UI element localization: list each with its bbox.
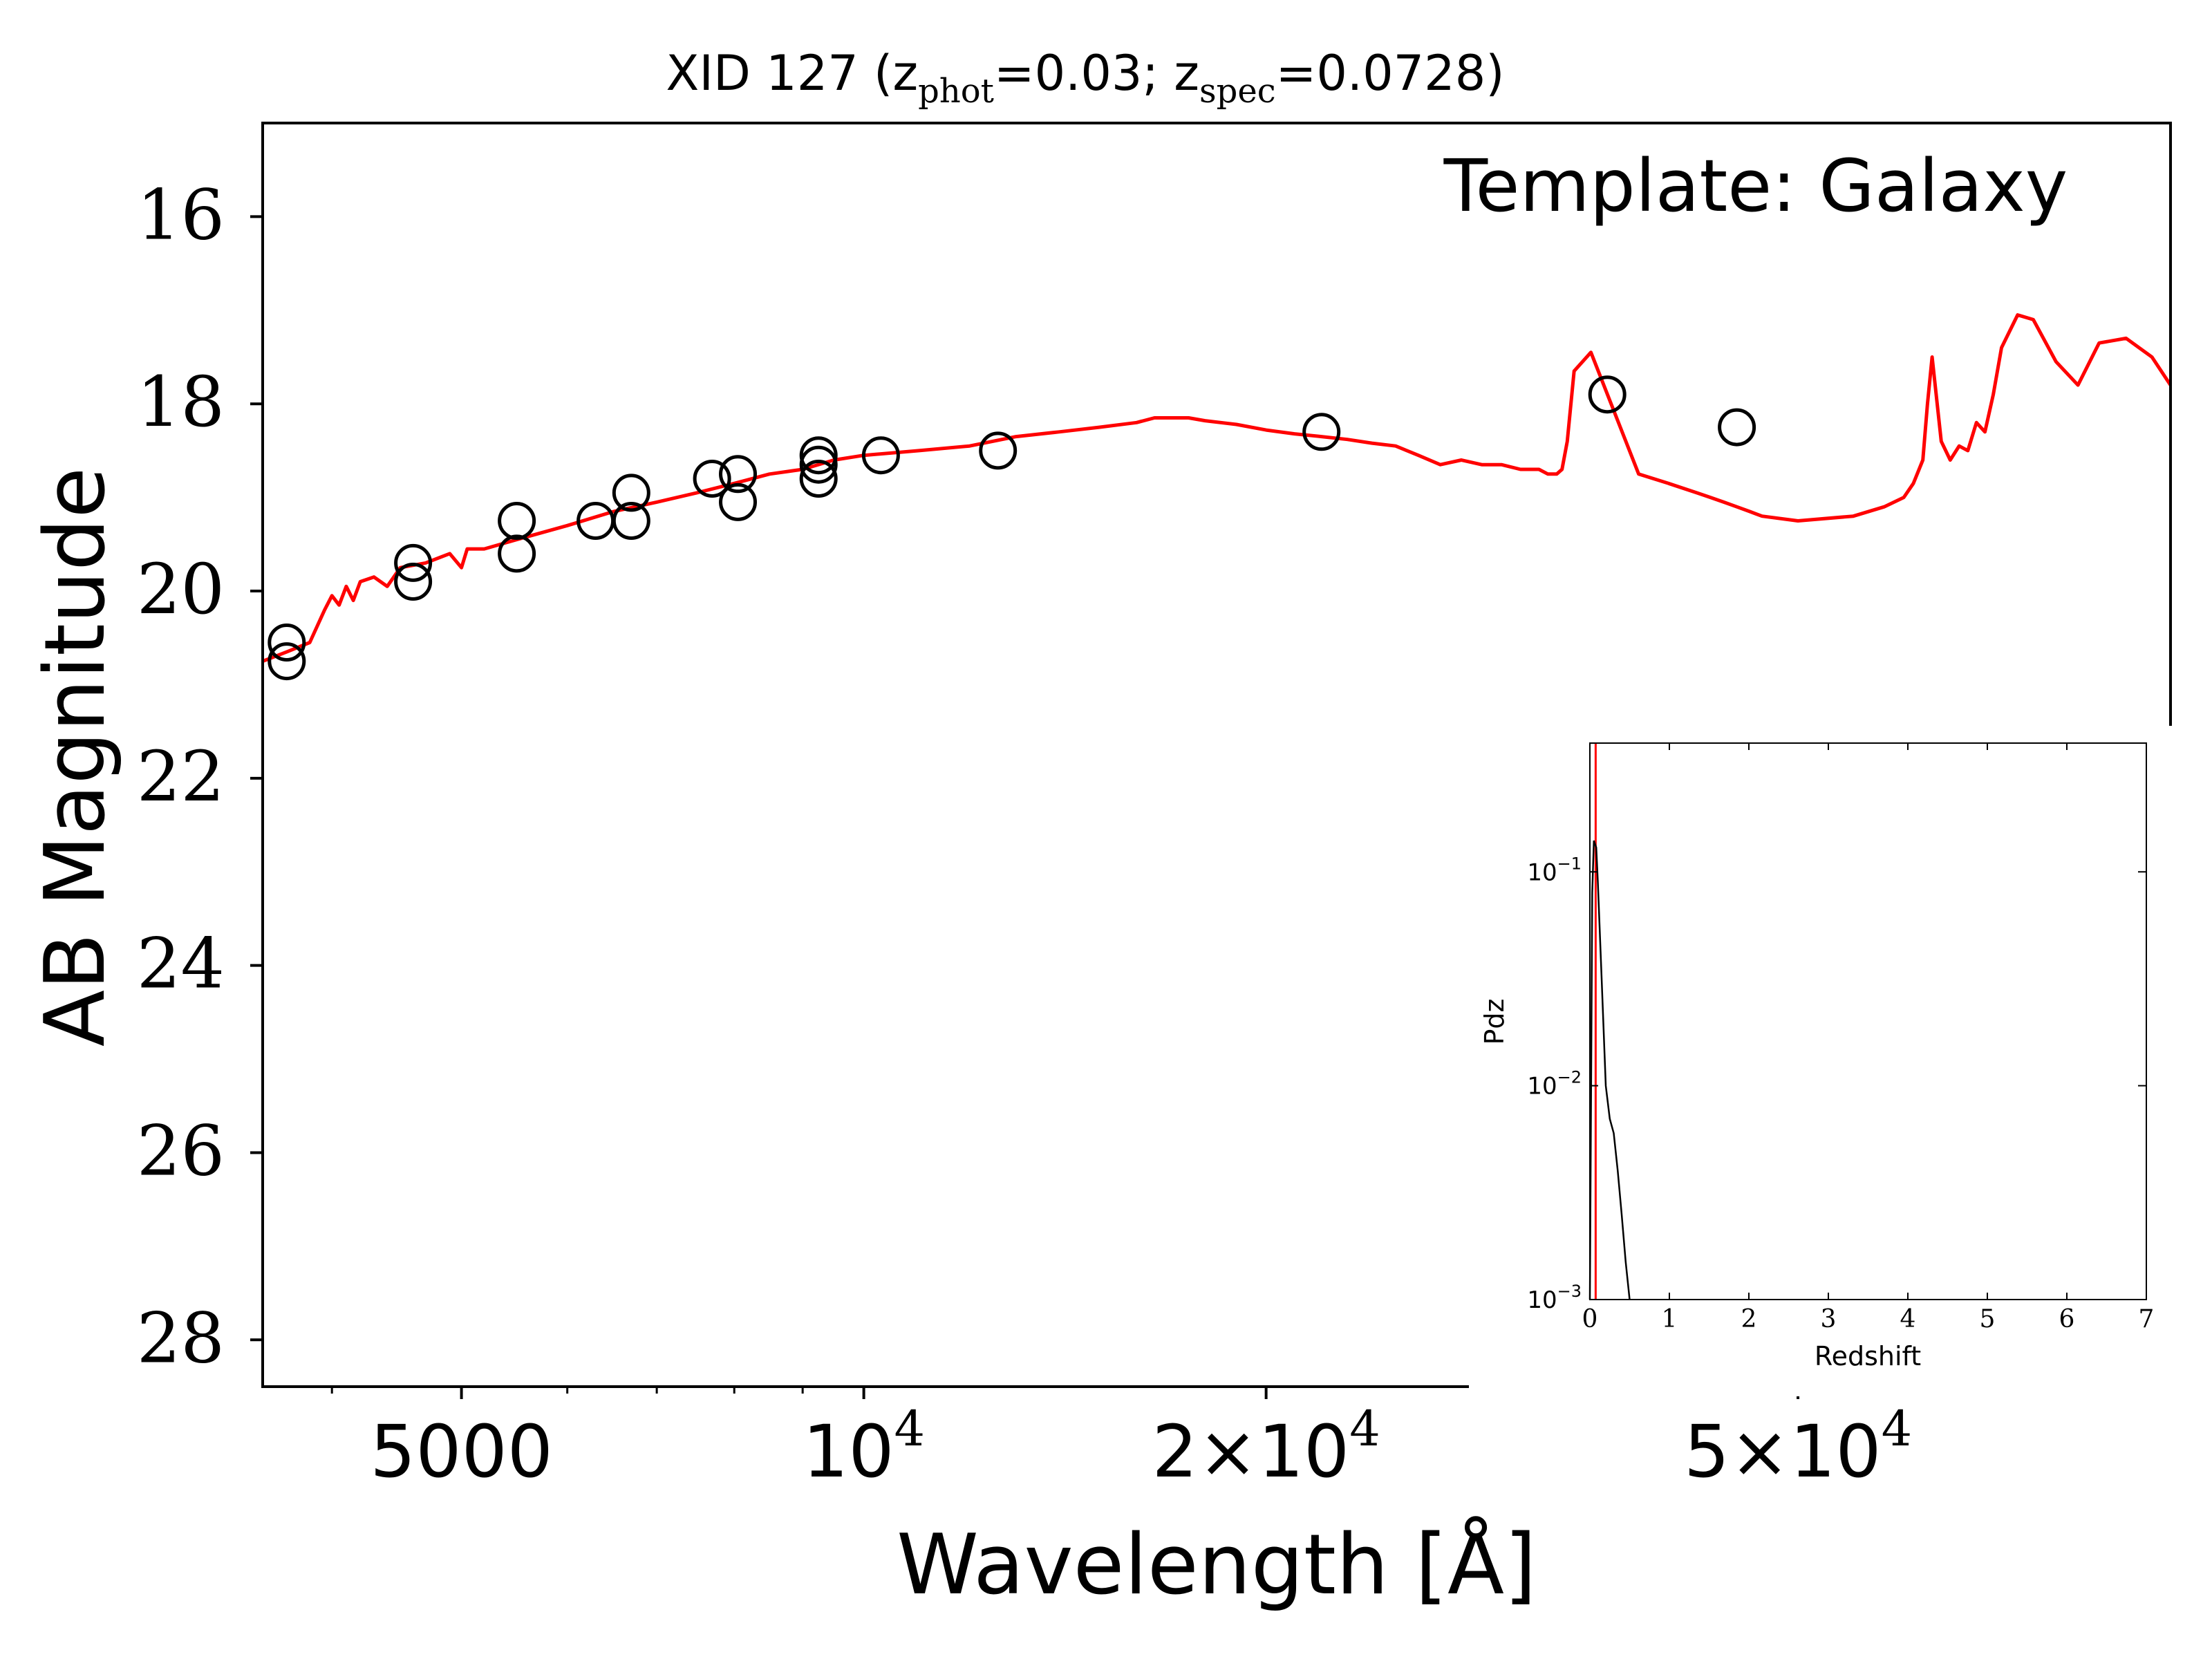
photometry-point xyxy=(979,431,1018,470)
title-sub-phot: phot xyxy=(918,72,994,111)
inset-axes-frame xyxy=(1589,742,2147,1300)
model-spectrum-line xyxy=(262,313,2173,663)
title-end: =0.0728) xyxy=(1276,45,1505,102)
photometry-point xyxy=(1302,413,1341,451)
inset-y-tick-label-base: 10 xyxy=(1527,1073,1557,1100)
inset-y-tick-label: 10−1 xyxy=(1527,854,1582,886)
inset-y-tick-label-exponent: −1 xyxy=(1557,854,1582,873)
photometry-point xyxy=(799,436,838,475)
inset-x-tick-label: 2 xyxy=(1741,1305,1757,1333)
inset-x-tick-label: 4 xyxy=(1900,1305,1916,1333)
x-tick-label-exponent: 4 xyxy=(894,1400,926,1457)
chart-title: XID 127 (zphot=0.03; zspec=0.0728) xyxy=(666,45,1504,111)
inset-y-ticks: 10−110−210−3 xyxy=(1527,854,2146,1314)
x-tick-label-exponent: 4 xyxy=(1349,1400,1380,1457)
y-tick-label: 24 xyxy=(137,924,225,1004)
pdz-curve xyxy=(1588,840,1631,1300)
photometry-points-layer xyxy=(268,375,1756,681)
inset-y-tick-label: 10−3 xyxy=(1527,1282,1582,1314)
inset-x-axis-label: Redshift xyxy=(1815,1341,1921,1371)
main-x-ticks: 5000 104 2×104 5×104 xyxy=(330,1387,2141,1494)
main-y-ticks: 16 18 20 22 24 26 28 xyxy=(137,174,263,1378)
photometry-point xyxy=(498,534,536,573)
title-sub-spec: spec xyxy=(1199,72,1276,111)
photometry-point xyxy=(498,502,536,540)
photometry-point xyxy=(693,460,731,498)
photometry-point xyxy=(719,482,757,521)
title-mid: =0.03; z xyxy=(994,45,1199,102)
photometry-point xyxy=(268,624,306,662)
inset-pdz-layer xyxy=(1588,743,1631,1300)
inset-x-tick-label: 0 xyxy=(1582,1305,1598,1333)
inset-x-tick-label: 6 xyxy=(2059,1305,2075,1333)
x-tick-label-base: 10 xyxy=(803,1409,894,1494)
x-tick-label-base: 2×10 xyxy=(1152,1409,1350,1494)
x-tick-label-base: 5×10 xyxy=(1684,1409,1882,1494)
x-tick-label-base: 5000 xyxy=(370,1409,553,1494)
x-tick-label: 2×104 xyxy=(1152,1400,1380,1494)
y-tick-label: 18 xyxy=(137,362,225,442)
y-axis-label: AB Magnitude xyxy=(28,467,124,1047)
x-axis-label: Wavelength [Å] xyxy=(897,1517,1537,1613)
inset-x-tick-label: 1 xyxy=(1662,1305,1678,1333)
template-annotation: Template: Galaxy xyxy=(1443,144,2068,228)
inset-x-tick-label: 5 xyxy=(1980,1305,1996,1333)
photometry-point xyxy=(1718,408,1756,447)
photometry-point xyxy=(268,642,306,681)
inset-x-tick-label: 7 xyxy=(2139,1305,2155,1333)
photometry-point xyxy=(861,436,900,475)
photometry-point xyxy=(612,474,650,512)
x-tick-label: 104 xyxy=(803,1400,925,1494)
inset-x-ticks: 0 1 2 3 4 5 6 7 xyxy=(1582,743,2155,1333)
y-tick-label: 16 xyxy=(137,174,225,255)
inset-y-tick-label-base: 10 xyxy=(1527,1286,1557,1314)
inset-background xyxy=(1469,726,2174,1396)
inset-x-tick-label: 3 xyxy=(1821,1305,1837,1333)
photometry-point xyxy=(612,502,650,540)
x-tick-label: 5000 xyxy=(370,1409,553,1494)
x-tick-label-exponent: 4 xyxy=(1882,1400,1913,1457)
photometry-point xyxy=(799,460,838,498)
photometry-point xyxy=(719,455,757,494)
photometry-point xyxy=(394,543,433,582)
inset-y-axis-label: Pdz xyxy=(1479,999,1510,1045)
x-tick-label: 5×104 xyxy=(1684,1400,1912,1494)
model-spectrum-layer xyxy=(262,313,2173,663)
photometry-point xyxy=(799,445,838,484)
photometry-point xyxy=(394,563,433,601)
photometry-point xyxy=(1588,375,1627,414)
inset-y-tick-label-base: 10 xyxy=(1527,859,1557,886)
y-tick-label: 20 xyxy=(137,549,225,630)
y-tick-label: 22 xyxy=(137,736,225,817)
inset-y-tick-label-exponent: −2 xyxy=(1557,1068,1582,1087)
title-main: XID 127 (z xyxy=(666,45,918,102)
y-tick-label: 26 xyxy=(137,1110,225,1191)
y-tick-label: 28 xyxy=(137,1297,225,1378)
inset-y-tick-label: 10−2 xyxy=(1527,1068,1582,1100)
inset-y-tick-label-exponent: −3 xyxy=(1557,1282,1582,1301)
